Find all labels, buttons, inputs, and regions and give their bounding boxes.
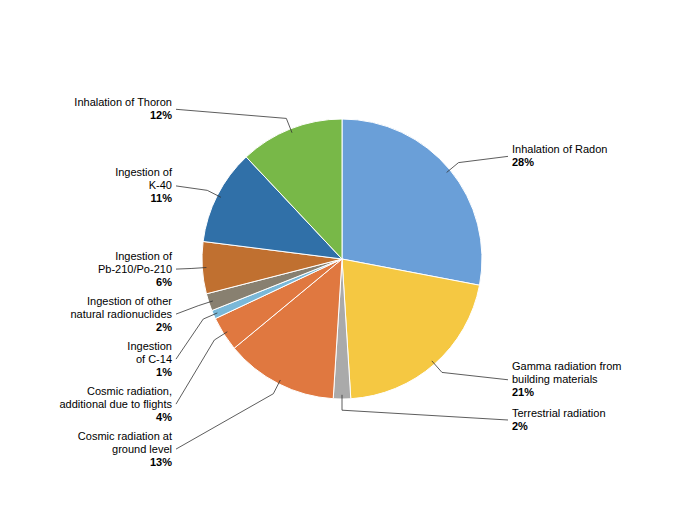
chart: Inhalation of Radon28% Gamma radiation fr… (0, 0, 685, 518)
leader-line (432, 361, 508, 380)
pie-slice (342, 119, 482, 285)
leader-line (176, 313, 217, 359)
leader-line (176, 380, 280, 449)
data-label: 4% (156, 411, 172, 423)
slice-label: Cosmic radiation atground level (78, 430, 172, 455)
data-label: 12% (150, 109, 172, 121)
leader-line (176, 301, 213, 314)
pie-slice (246, 119, 342, 259)
slice-label: Terrestrial radiation (512, 407, 606, 419)
slice-label: Ingestion ofPb-210/Po-210 (98, 250, 173, 275)
labels: Inhalation of Radon28% Gamma radiation fr… (59, 96, 621, 467)
slice-label: Inhalation of Radon (512, 143, 607, 155)
data-label: 1% (156, 366, 172, 378)
slice-label: Gamma radiation frombuilding materials (512, 360, 621, 385)
data-label: 2% (156, 321, 172, 333)
pie-slice (342, 259, 480, 399)
data-label: 13% (150, 456, 172, 468)
slice-label: Ingestion ofK-40 (115, 166, 173, 191)
slice-label: Cosmic radiation,additional due to fligh… (59, 385, 172, 410)
leaders (176, 109, 508, 449)
data-label: 28% (512, 156, 534, 168)
leader-line (176, 268, 206, 270)
leader-line (176, 332, 227, 404)
slice-label: Ingestion of othernatural radionuclides (70, 295, 172, 320)
data-label: 21% (512, 386, 534, 398)
leader-line (176, 109, 292, 132)
slice-label: Inhalation of Thoron (74, 96, 172, 108)
leader-line (176, 186, 221, 197)
slice-label: Ingestionof C-14 (127, 340, 172, 365)
data-label: 2% (512, 420, 528, 432)
wedges (202, 119, 482, 399)
chart-container: Inhalation of Radon28% Gamma radiation fr… (0, 0, 685, 518)
data-label: 6% (156, 276, 172, 288)
leader-line (342, 395, 508, 420)
data-label: 11% (151, 192, 173, 204)
leader-line (447, 156, 508, 172)
